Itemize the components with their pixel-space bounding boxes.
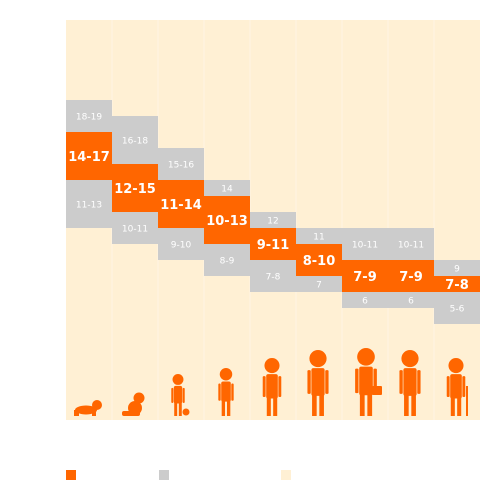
young-adult-with-briefcase-icon [355,348,382,416]
bar-label-recommended: 11-14 [160,198,202,213]
bar-label-recommended: 12-15 [114,182,156,197]
legend-swatch-not-recommended [281,470,291,480]
bar-may-be-appropriate-lower [250,260,296,292]
bar-label-upper: 11 [313,233,324,243]
bar-recommended [112,164,158,212]
bar-label-lower: 5-6 [450,305,465,315]
bar-label-lower: 10-11 [122,225,148,235]
legend-swatch-may-be-appropriate [159,470,169,480]
bar-label-lower: 7 [316,281,322,291]
bar-may-be-appropriate-lower [112,212,158,244]
bar-may-be-appropriate-upper [388,228,434,260]
bar-recommended [296,244,342,276]
teen-icon [307,350,329,416]
bar-label-lower: 9-10 [171,241,192,251]
senior-with-cane-icon [446,358,468,416]
bar-label-lower: 8-9 [220,257,235,267]
bar-may-be-appropriate-lower [342,292,388,308]
kid-icon [262,358,282,416]
bar-label-recommended: 8-10 [303,254,336,269]
bar-label-upper: 15-16 [168,161,194,171]
bar-may-be-appropriate-lower [434,292,480,324]
bar-label-recommended: 7-9 [399,270,423,285]
bar-label-recommended: 7-9 [353,270,377,285]
bar-label-recommended: 9-11 [257,238,290,253]
bar-recommended [204,196,250,244]
bar-label-upper: 10-11 [352,241,378,251]
bar-may-be-appropriate-lower [296,276,342,292]
adult-walking-icon [399,350,421,416]
bar-may-be-appropriate-upper [296,228,342,244]
bar-may-be-appropriate-upper [112,116,158,164]
bar-label-lower: 6 [362,297,368,307]
bar-recommended [66,132,112,180]
child-icon [218,368,234,416]
bar-label-lower: 6 [408,297,414,307]
bar-may-be-appropriate-lower [388,292,434,308]
bar-label-recommended: 7-8 [445,278,469,293]
bar-recommended [342,260,388,292]
bar-label-upper: 18-19 [76,113,102,123]
bar-recommended [388,260,434,292]
bar-label-upper: 12 [267,217,278,227]
bar-label-recommended: 14-17 [68,150,110,165]
bar-label-recommended: 10-13 [206,214,248,229]
bar-may-be-appropriate-lower [66,180,112,228]
bar-label-upper: 16-18 [122,137,148,147]
bar-recommended [250,228,296,260]
bar-recommended [158,180,204,228]
bar-may-be-appropriate-upper [434,260,480,276]
bar-may-be-appropriate-lower [204,244,250,276]
bar-may-be-appropriate-lower [158,228,204,260]
bar-may-be-appropriate-upper [204,180,250,196]
baby-crawling-icon [74,400,102,416]
bar-label-upper: 10-11 [398,241,424,251]
bar-label-lower: 11-13 [76,201,102,211]
baby-sitting-icon [122,392,145,416]
toddler-icon [171,374,190,416]
bar-label-upper: 14 [221,185,233,195]
bar-may-be-appropriate-upper [158,148,204,180]
legend-swatch-recommended [66,470,76,480]
bar-may-be-appropriate-upper [342,228,388,260]
bar-label-lower: 7-8 [266,273,281,283]
bar-recommended [434,276,480,292]
bar-may-be-appropriate-upper [66,100,112,132]
bar-may-be-appropriate-upper [250,212,296,228]
bar-label-upper: 9 [454,265,460,275]
